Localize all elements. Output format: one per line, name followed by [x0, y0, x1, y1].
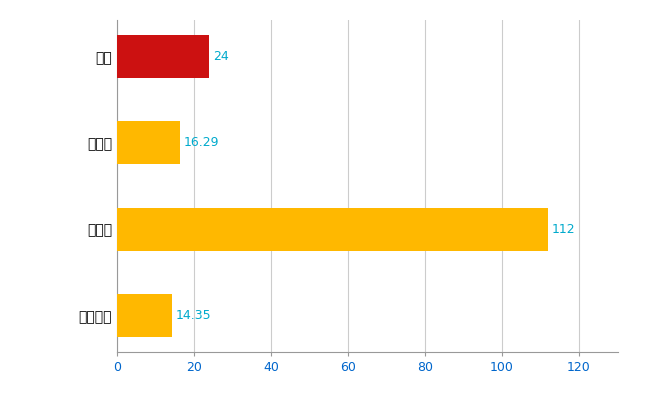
Text: 112: 112 — [552, 223, 576, 236]
Text: 14.35: 14.35 — [176, 309, 212, 322]
Bar — [117, 35, 209, 78]
Text: 24: 24 — [213, 50, 229, 63]
Bar — [117, 121, 179, 164]
Bar — [117, 208, 548, 251]
Bar — [117, 294, 172, 337]
Text: 16.29: 16.29 — [183, 136, 219, 149]
